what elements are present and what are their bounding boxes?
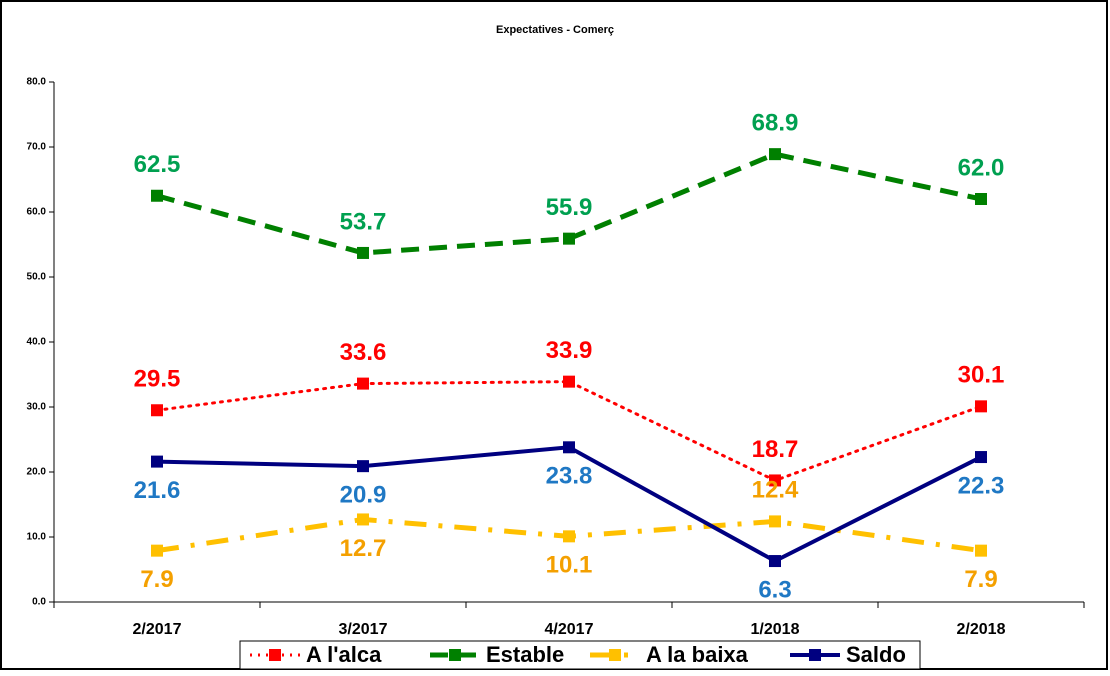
legend-label: A la baixa — [646, 642, 749, 667]
series-line — [155, 380, 983, 483]
legend-marker — [809, 649, 821, 661]
data-label: 22.3 — [958, 472, 1005, 499]
marker — [357, 513, 369, 526]
data-label: 7.9 — [140, 566, 173, 593]
marker — [151, 404, 163, 417]
marker — [563, 232, 575, 245]
data-label: 62.0 — [958, 154, 1005, 181]
marker — [151, 455, 163, 468]
data-label: 68.9 — [752, 109, 799, 136]
marker — [563, 530, 575, 543]
data-label: 7.9 — [964, 566, 997, 593]
x-tick-label: 2/2018 — [957, 621, 1006, 638]
marker — [769, 515, 781, 528]
legend-label: Saldo — [846, 642, 906, 667]
marker — [151, 544, 163, 557]
chart-title: Expectatives - Comerç — [496, 24, 614, 36]
x-tick-label: 4/2017 — [545, 621, 594, 638]
data-label: 6.3 — [758, 576, 791, 603]
y-tick-label: 60.0 — [27, 207, 47, 218]
x-tick-label: 3/2017 — [339, 621, 388, 638]
legend-marker — [609, 649, 621, 661]
data-label: 29.5 — [134, 366, 181, 393]
y-tick-label: 0.0 — [32, 597, 46, 608]
y-tick-label: 80.0 — [27, 77, 47, 88]
data-label: 21.6 — [134, 477, 181, 504]
x-tick-label: 1/2018 — [751, 621, 800, 638]
data-label: 23.8 — [546, 463, 593, 490]
marker — [769, 148, 781, 161]
marker — [563, 441, 575, 454]
marker — [357, 246, 369, 259]
data-label: 20.9 — [340, 481, 387, 508]
data-label: 33.9 — [546, 337, 593, 364]
y-tick-label: 40.0 — [27, 337, 47, 348]
data-label: 33.6 — [340, 339, 387, 366]
marker — [975, 400, 987, 413]
marker — [769, 474, 781, 487]
x-tick-label: 2/2017 — [133, 621, 182, 638]
marker — [975, 451, 987, 464]
data-label: 10.1 — [546, 552, 593, 579]
data-label: 18.7 — [752, 436, 799, 463]
legend-marker — [449, 649, 461, 661]
y-tick-label: 10.0 — [27, 532, 47, 543]
y-tick-label: 50.0 — [27, 272, 47, 283]
data-label: 12.4 — [752, 477, 799, 504]
legend-label: A l'alca — [306, 642, 382, 667]
marker — [357, 377, 369, 390]
data-label: 30.1 — [958, 362, 1005, 389]
data-label: 12.7 — [340, 535, 387, 562]
data-label: 55.9 — [546, 194, 593, 221]
data-label: 53.7 — [340, 208, 387, 235]
marker — [975, 193, 987, 205]
y-tick-label: 30.0 — [27, 402, 47, 413]
y-tick-label: 20.0 — [27, 467, 47, 478]
legend-marker — [269, 649, 281, 661]
marker — [563, 375, 575, 388]
data-label: 62.5 — [134, 151, 181, 178]
y-tick-label: 70.0 — [27, 142, 47, 153]
marker — [151, 189, 163, 202]
marker — [357, 460, 369, 473]
marker — [769, 555, 781, 568]
legend-label: Estable — [486, 642, 564, 667]
marker — [975, 544, 987, 557]
